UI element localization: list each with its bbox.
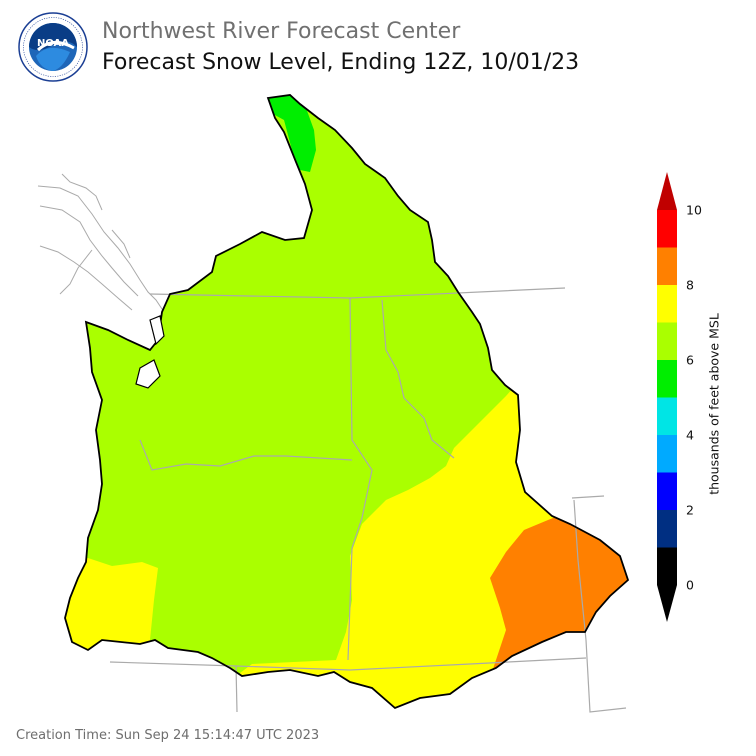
colorbar-bin — [657, 510, 677, 548]
colorbar-bin — [657, 210, 677, 248]
colorbar-bin — [657, 285, 677, 323]
colorbar-over-arrow — [657, 172, 677, 210]
colorbar-bin — [657, 435, 677, 473]
agency-title: Northwest River Forecast Center — [102, 19, 461, 44]
logo-text: NOAA — [37, 38, 69, 49]
product-title: Forecast Snow Level, Ending 12Z, 10/01/2… — [102, 50, 580, 75]
colorbar-bin — [657, 397, 677, 435]
colorbar-tick-label: 2 — [686, 502, 694, 518]
puget-islands — [135, 315, 165, 389]
state-lines — [109, 287, 627, 713]
noaa-logo: NOAA — [18, 12, 88, 82]
color-bar — [657, 172, 677, 622]
colorbar-tick-label: 0 — [686, 577, 694, 593]
colorbar-bin — [657, 247, 677, 285]
zone-green — [262, 95, 316, 172]
colorbar-tick-label: 6 — [686, 352, 694, 368]
colorbar-bin — [657, 472, 677, 510]
colorbar-under-arrow — [657, 585, 677, 622]
forecast-zones — [65, 95, 628, 708]
colorbar-bin — [657, 547, 677, 585]
colorbar-tick-label: 10 — [686, 202, 702, 218]
colorbar-bin — [657, 322, 677, 360]
colorbar-bin — [657, 360, 677, 398]
coastline-lines — [37, 173, 165, 313]
colorbar-tick-label: 8 — [686, 277, 694, 293]
colorbar-tick-label: 4 — [686, 427, 694, 443]
creation-time: Creation Time: Sun Sep 24 15:14:47 UTC 2… — [16, 728, 320, 743]
colorbar-title: thousands of feet above MSL — [706, 313, 722, 495]
